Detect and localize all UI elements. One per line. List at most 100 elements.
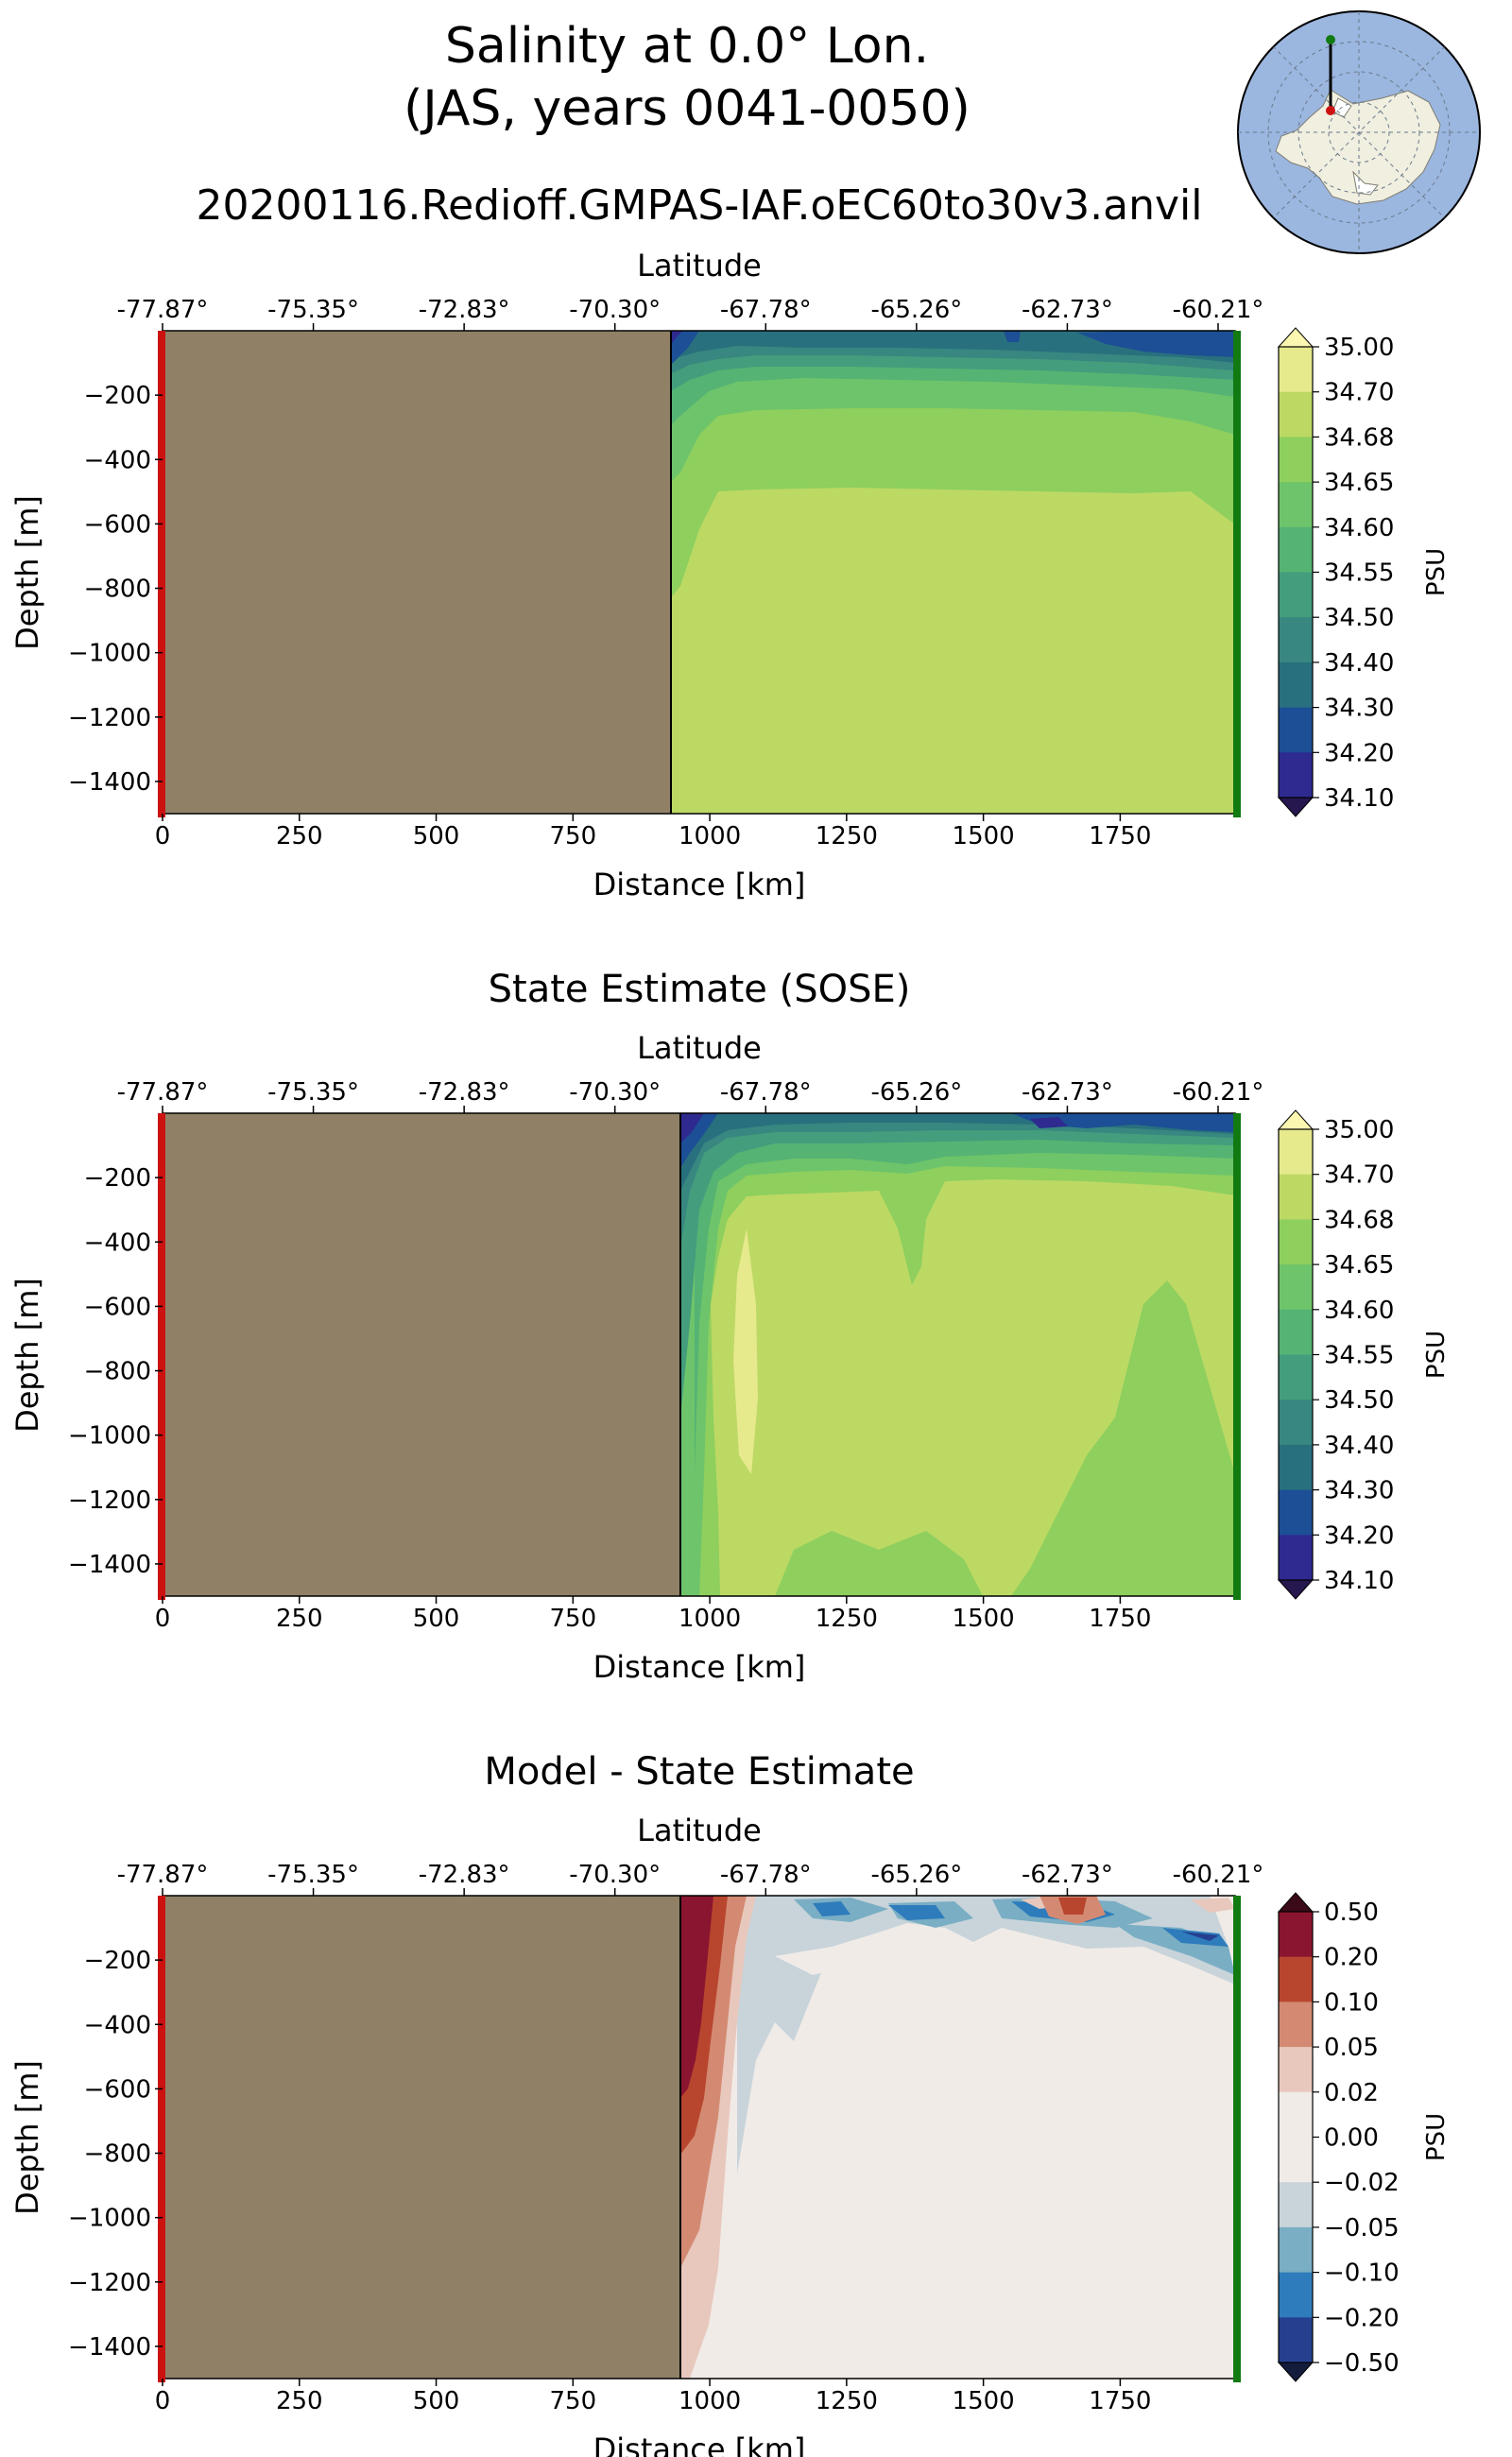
y-tick-label: −200 bbox=[84, 1164, 151, 1193]
x-tick-label: 750 bbox=[549, 1605, 596, 1633]
y-tick-label: −400 bbox=[84, 446, 151, 474]
colorbar-band bbox=[1279, 1219, 1313, 1265]
colorbar-tick-label: 35.00 bbox=[1324, 334, 1394, 362]
x-tick-label: 1000 bbox=[679, 2387, 741, 2415]
lat-tick-label: -65.26° bbox=[870, 296, 962, 324]
panel-sose-lat-axis: -77.87° -75.35° -72.83° -70.30° -67.78° -65.2… bbox=[117, 1078, 1263, 1113]
section-end-bar bbox=[1233, 1113, 1241, 1600]
x-tick-label: 1250 bbox=[816, 2387, 878, 2415]
land-mask bbox=[163, 1896, 680, 2379]
colorbar-band bbox=[1279, 707, 1313, 753]
colorbar-band bbox=[1279, 391, 1313, 438]
panel-sose-colorbar: 35.00 34.70 34.68 34.65 34.60 34.55 34.50 34.40… bbox=[1277, 1109, 1451, 1600]
colorbar-over-triangle bbox=[1277, 1109, 1314, 1130]
colorbar-band bbox=[1279, 1354, 1313, 1400]
panel-model: 0 250 500 750 1000 1250 1500 1750 −200−400−600−… bbox=[9, 248, 1451, 902]
x-tick-label: 1750 bbox=[1089, 822, 1151, 850]
panel-sose-field bbox=[163, 1113, 1235, 1596]
panel-model-y-axis: −200 −400 −600 −800 −1000 −1200 −1400 bbox=[68, 382, 163, 797]
x-tick-label: 1500 bbox=[953, 1605, 1015, 1633]
panel-model-xlabel: Distance [km] bbox=[593, 867, 806, 902]
section-start-bar bbox=[158, 1896, 165, 2382]
land-mask bbox=[163, 1113, 680, 1596]
x-tick-label: 750 bbox=[549, 822, 596, 850]
section-end-marker bbox=[1326, 35, 1335, 44]
y-tick-label: −800 bbox=[84, 576, 151, 604]
lat-tick-label: -77.87° bbox=[117, 296, 209, 324]
colorbar-band bbox=[1279, 2272, 1313, 2318]
x-tick-label: 0 bbox=[155, 822, 171, 850]
colorbar-tick-label: −0.20 bbox=[1324, 2304, 1400, 2332]
y-tick-label: −200 bbox=[84, 1947, 151, 1975]
colorbar-tick-label: 34.20 bbox=[1324, 1521, 1394, 1550]
section-start-bar bbox=[158, 1113, 165, 1600]
x-tick-label: 1750 bbox=[1089, 1605, 1151, 1633]
x-tick-label: 750 bbox=[549, 2387, 596, 2415]
panel-difference-x-axis: 0 250 500 750 1000 1250 1500 1750 bbox=[155, 2379, 1151, 2415]
colorbar-band bbox=[1279, 1535, 1313, 1581]
colorbar-tick-label: 34.65 bbox=[1324, 1251, 1394, 1280]
land-mask bbox=[163, 331, 671, 814]
lat-tick-label: -62.73° bbox=[1022, 296, 1113, 324]
colorbar-band bbox=[1279, 2002, 1313, 2048]
colorbar-tick-label: 34.40 bbox=[1324, 1432, 1394, 1460]
colorbar-band bbox=[1279, 2317, 1313, 2363]
panel-model-colorbar: 35.00 34.70 34.68 34.65 34.60 34.55 34.50 34.40… bbox=[1277, 327, 1451, 817]
colorbar-band bbox=[1279, 1956, 1313, 2002]
colorbar-tick-label: −0.05 bbox=[1324, 2214, 1400, 2242]
panel-model-lat-axis: -77.87° -75.35° -72.83° -70.30° -67.78° -65.2… bbox=[117, 296, 1263, 331]
x-tick-label: 1750 bbox=[1089, 2387, 1151, 2415]
colorbar-tick-label: 35.00 bbox=[1324, 1116, 1394, 1144]
panel-model-field bbox=[163, 331, 1235, 814]
section-start-bar bbox=[158, 331, 165, 817]
panel-difference-top-xlabel: Latitude bbox=[637, 1813, 762, 1848]
colorbar-band bbox=[1279, 2091, 1313, 2138]
lat-tick-label: -77.87° bbox=[117, 1078, 209, 1107]
colorbar-band bbox=[1279, 347, 1313, 393]
colorbar-band bbox=[1279, 1264, 1313, 1311]
colorbar-band bbox=[1279, 1129, 1313, 1176]
antarctica-inset-map bbox=[1237, 10, 1481, 254]
panel-sose-title: State Estimate (SOSE) bbox=[489, 968, 911, 1011]
lat-tick-label: -75.35° bbox=[267, 1078, 359, 1107]
colorbar-label: PSU bbox=[1422, 2113, 1451, 2161]
colorbar-band bbox=[1279, 482, 1313, 528]
panel-difference-lat-axis: -77.87° -75.35° -72.83° -70.30° -67.78° -65.2… bbox=[117, 1861, 1263, 1896]
lat-tick-label: -65.26° bbox=[870, 1078, 962, 1107]
x-tick-label: 1250 bbox=[816, 822, 878, 850]
lat-tick-label: -70.30° bbox=[569, 296, 661, 324]
x-tick-label: 0 bbox=[155, 2387, 171, 2415]
colorbar-tick-label: 34.40 bbox=[1324, 649, 1394, 678]
colorbar-tick-label: 0.02 bbox=[1324, 2079, 1379, 2107]
colorbar-band bbox=[1279, 752, 1313, 799]
colorbar-tick-label: 34.68 bbox=[1324, 423, 1394, 452]
y-tick-label: −1000 bbox=[68, 640, 151, 668]
lat-tick-label: -70.30° bbox=[569, 1078, 661, 1107]
x-tick-label: 1500 bbox=[953, 2387, 1015, 2415]
colorbar-tick-label: 34.70 bbox=[1324, 379, 1394, 407]
colorbar-tick-label: 34.70 bbox=[1324, 1161, 1394, 1190]
section-end-bar bbox=[1233, 1896, 1241, 2382]
colorbar-tick-label: 34.55 bbox=[1324, 1342, 1394, 1370]
colorbar-tick-label: −0.50 bbox=[1324, 2349, 1400, 2378]
lat-tick-label: -72.83° bbox=[419, 1078, 510, 1107]
colorbar-under-triangle bbox=[1277, 1579, 1314, 1600]
colorbar-tick-label: 0.50 bbox=[1324, 1899, 1379, 1927]
y-tick-label: −800 bbox=[84, 1358, 151, 1386]
x-tick-label: 1250 bbox=[816, 1605, 878, 1633]
y-tick-label: −1200 bbox=[68, 1486, 151, 1515]
lat-tick-label: -72.83° bbox=[419, 1861, 510, 1889]
panel-difference-xlabel: Distance [km] bbox=[593, 2431, 806, 2457]
colorbar-label: PSU bbox=[1422, 548, 1451, 596]
panel-sose-ylabel: Depth [m] bbox=[9, 1278, 45, 1433]
colorbar-tick-label: 34.10 bbox=[1324, 1567, 1394, 1595]
colorbar-tick-label: 34.60 bbox=[1324, 514, 1394, 542]
lat-tick-label: -62.73° bbox=[1022, 1861, 1113, 1889]
lat-tick-label: -67.78° bbox=[720, 1861, 812, 1889]
x-tick-label: 500 bbox=[413, 822, 460, 850]
y-tick-label: −1400 bbox=[68, 2333, 151, 2362]
colorbar-label: PSU bbox=[1422, 1331, 1451, 1379]
colorbar-tick-label: 34.30 bbox=[1324, 1477, 1394, 1505]
panel-difference-colorbar: 0.50 0.20 0.10 0.05 0.02 0.00 −0.02 −0.05 −0.10 −… bbox=[1277, 1892, 1451, 2382]
